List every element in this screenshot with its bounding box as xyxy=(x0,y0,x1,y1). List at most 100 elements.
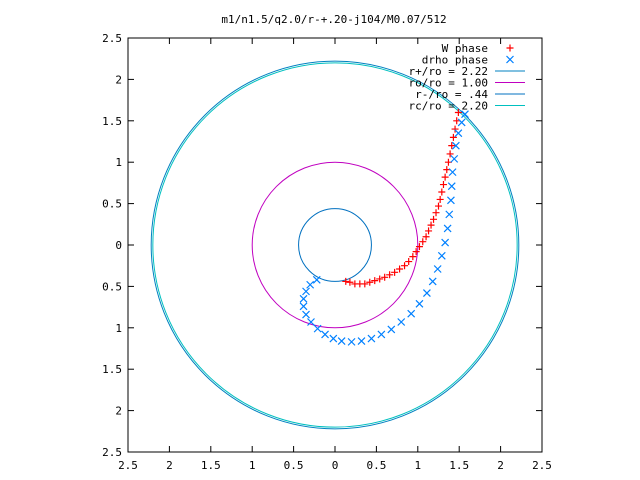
drho-phase-point xyxy=(302,287,310,296)
y-tick-label: 0 xyxy=(115,239,122,252)
circle-rro-ring xyxy=(298,208,372,282)
drho-phase-point xyxy=(433,265,442,273)
y-tick-label: 2 xyxy=(115,73,122,86)
w-phase-point xyxy=(438,188,446,196)
drho-phase-point xyxy=(321,330,329,339)
drho-phase-point xyxy=(329,334,338,343)
drho-phase-point xyxy=(447,182,456,191)
circles-layer xyxy=(150,60,520,430)
legend-label-5: rc/ro = 2.20 xyxy=(409,100,488,113)
legend-label-0: W phase xyxy=(442,42,488,55)
chart-title: m1/n1.5/q2.0/r-+.20-j104/M0.07/512 xyxy=(221,13,446,26)
circle-rcro-ring xyxy=(152,62,518,428)
x-tick-label: 0.5 xyxy=(366,459,386,472)
w-phase-point xyxy=(346,278,354,286)
w-phase-point xyxy=(371,277,379,285)
w-phase-point xyxy=(386,271,394,279)
circle-roro-ring xyxy=(251,161,419,329)
drho-phase-point xyxy=(415,299,424,308)
w-phase-point xyxy=(427,221,435,229)
drho-phase-point xyxy=(443,224,452,233)
w-phase-point xyxy=(409,253,417,261)
y-tick-label: 2.5 xyxy=(102,32,122,45)
w-phase-point xyxy=(454,109,462,117)
drho-phase-point xyxy=(337,337,346,345)
w-phase-point xyxy=(446,150,454,158)
w-phase-point xyxy=(430,215,438,223)
x-tick-label: 0 xyxy=(332,459,339,472)
points-layer xyxy=(299,109,469,346)
x-tick-label: 2 xyxy=(166,459,173,472)
x-tick-label: 0.5 xyxy=(284,459,304,472)
drho-phase-point xyxy=(461,110,469,119)
drho-phase-point xyxy=(299,294,308,303)
drho-phase-point xyxy=(422,289,431,297)
y-tick-label: 1 xyxy=(115,156,122,169)
w-phase-point xyxy=(443,166,451,174)
drho-phase-point xyxy=(387,325,396,334)
w-phase-point xyxy=(342,277,350,285)
w-phase-point xyxy=(405,258,413,266)
w-phase-point xyxy=(425,227,433,235)
drho-phase-point xyxy=(357,337,366,345)
x-tick-label: 2.5 xyxy=(118,459,138,472)
y-tick-label: 1.5 xyxy=(102,115,122,128)
w-phase-point xyxy=(396,265,404,273)
w-phase-point xyxy=(439,181,447,189)
w-phase-point xyxy=(448,142,456,150)
drho-phase-point xyxy=(367,334,376,343)
x-tick-label: 1.5 xyxy=(449,459,469,472)
w-phase-point xyxy=(435,202,442,210)
legend-marker-sample-0 xyxy=(506,44,514,52)
drho-phase-point xyxy=(441,238,450,247)
legend-label-4: r-/ro = .44 xyxy=(415,88,488,101)
ticks-layer: 2.5 2 1.5 1 0.5 0 0.5 1 1.5 2 2.52.521.510.500.511… xyxy=(102,32,552,472)
drho-phase-point xyxy=(454,129,463,138)
x-tick-label: 1 xyxy=(414,459,421,472)
drho-phase-point xyxy=(437,251,446,260)
w-phase-point xyxy=(449,133,457,141)
drho-phase-point xyxy=(448,168,457,177)
drho-phase-point xyxy=(428,277,437,286)
legend-label-1: drho phase xyxy=(422,54,488,67)
y-tick-label: 0.5 xyxy=(102,280,122,293)
w-phase-point xyxy=(436,195,444,203)
drho-phase-point xyxy=(299,302,308,311)
x-tick-label: 2 xyxy=(497,459,504,472)
w-phase-point xyxy=(415,243,423,251)
w-phase-point xyxy=(419,238,427,246)
drho-phase-point xyxy=(307,318,315,326)
drho-phase-point xyxy=(450,154,459,163)
y-tick-label: 1 xyxy=(115,322,122,335)
legend-label-2: r+/ro = 2.22 xyxy=(409,65,488,78)
x-tick-label: 1 xyxy=(249,459,256,472)
y-tick-label: 1.5 xyxy=(102,363,122,376)
w-phase-point xyxy=(391,268,399,276)
y-tick-label: 2.5 xyxy=(102,446,122,459)
drho-phase-point xyxy=(407,309,416,318)
w-phase-point xyxy=(422,233,430,241)
x-tick-label: 1.5 xyxy=(201,459,221,472)
w-phase-point xyxy=(376,275,384,283)
drho-phase-point xyxy=(302,310,310,319)
series-1-points xyxy=(299,110,469,346)
legend-label-3: ro/ro = 1.00 xyxy=(409,77,488,90)
w-phase-point xyxy=(432,209,440,217)
circle-rro-ring xyxy=(150,60,520,430)
y-tick-label: 2 xyxy=(115,405,122,418)
w-phase-point xyxy=(401,262,409,270)
w-phase-point xyxy=(381,273,389,281)
w-phase-point xyxy=(453,117,461,125)
drho-phase-point xyxy=(313,324,322,333)
drho-phase-point xyxy=(445,210,454,219)
drho-phase-point xyxy=(306,280,315,289)
x-tick-label: 2.5 xyxy=(532,459,552,472)
drho-phase-point xyxy=(457,118,466,127)
drho-phase-point xyxy=(397,318,406,326)
drho-phase-point xyxy=(347,337,356,346)
w-phase-point xyxy=(412,248,420,256)
w-phase-point xyxy=(361,280,369,288)
series-0-points xyxy=(342,109,462,288)
